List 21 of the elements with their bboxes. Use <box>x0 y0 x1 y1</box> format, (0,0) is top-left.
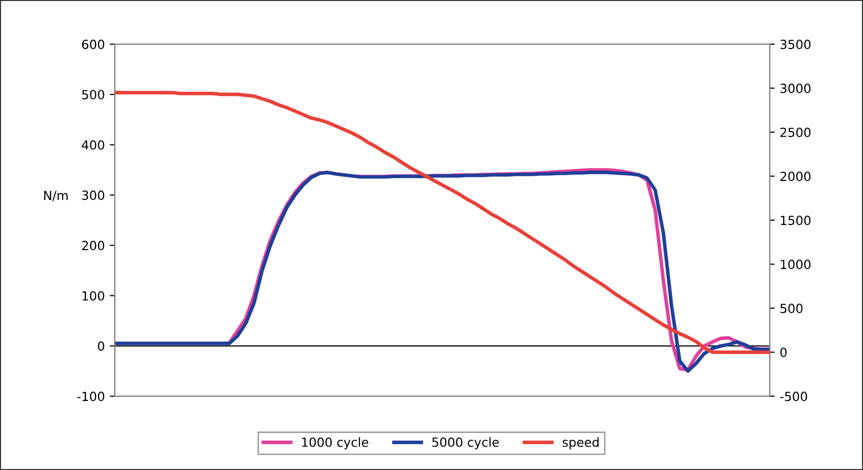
y2-tick-label: 2000 <box>780 172 810 182</box>
y2-tick-label: 1000 <box>780 260 810 270</box>
y-axis-title: N/m <box>44 190 68 202</box>
y2-tick-label: 1500 <box>780 216 810 226</box>
legend-label: 5000 cycle <box>432 437 499 450</box>
y-tick-label: 200 <box>82 240 104 250</box>
y-tick-label: -100 <box>77 392 104 402</box>
y2-tick-label: 0 <box>780 348 787 358</box>
y-tick-label: 0 <box>98 341 104 351</box>
y-tick-label: 600 <box>82 40 104 50</box>
y2-tick-label: 3000 <box>780 84 810 94</box>
y-tick-label: 400 <box>82 140 104 150</box>
y2-tick-label: 500 <box>780 304 803 314</box>
y-tick-label: 300 <box>82 190 104 200</box>
y2-tick-label: -500 <box>780 392 808 402</box>
legend-label: 1000 cycle <box>302 437 368 450</box>
y-tick-label: 100 <box>82 291 104 301</box>
y-tick-label: 500 <box>82 90 104 100</box>
y2-tick-label: 3500 <box>780 40 810 50</box>
legend-label: speed <box>562 437 599 450</box>
y2-tick-label: 2500 <box>780 128 810 138</box>
